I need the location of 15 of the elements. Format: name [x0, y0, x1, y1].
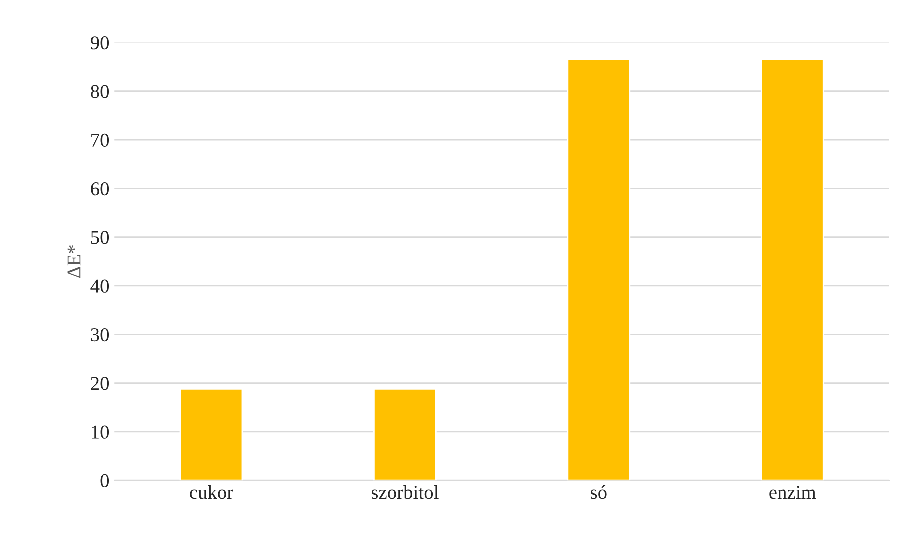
y-tick-label: 90: [90, 36, 110, 50]
y-tick-label: 10: [92, 426, 110, 439]
y-tick-label: 20: [91, 377, 110, 390]
y-axis-title: ΔE*: [68, 246, 81, 278]
y-tick-label: 30: [91, 328, 110, 342]
x-tick-label: cukor: [190, 485, 234, 500]
y-tick-label: 80: [91, 85, 110, 98]
y-tick-label: 0: [100, 474, 110, 488]
x-tick-label: szorbitol: [372, 485, 439, 500]
x-tick-label: enzim: [770, 486, 816, 500]
x-tick-label: só: [591, 485, 607, 500]
y-tick-label: 40: [90, 280, 110, 293]
y-tick-label: 70: [92, 134, 110, 147]
y-tick-label: 50: [91, 231, 110, 244]
y-tick-label: 60: [91, 182, 110, 196]
